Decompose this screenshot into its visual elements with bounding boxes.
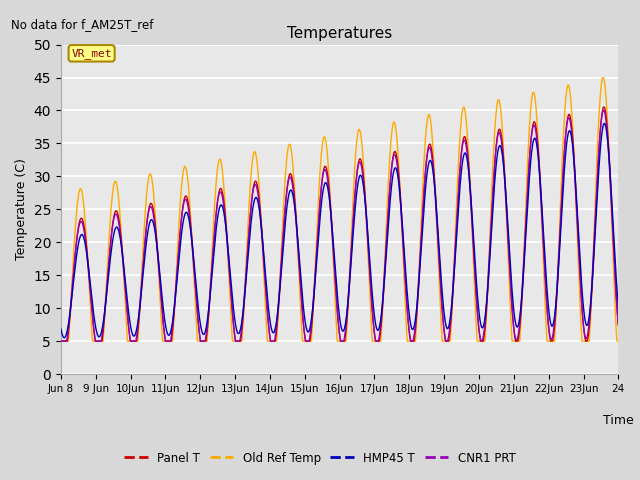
Text: No data for f_AM25T_ref: No data for f_AM25T_ref (11, 18, 153, 31)
Text: VR_met: VR_met (71, 48, 112, 59)
Legend: Panel T, Old Ref Temp, HMP45 T, CNR1 PRT: Panel T, Old Ref Temp, HMP45 T, CNR1 PRT (120, 447, 520, 469)
Title: Temperatures: Temperatures (287, 25, 392, 41)
X-axis label: Time: Time (603, 414, 634, 427)
Y-axis label: Temperature (C): Temperature (C) (15, 158, 28, 260)
